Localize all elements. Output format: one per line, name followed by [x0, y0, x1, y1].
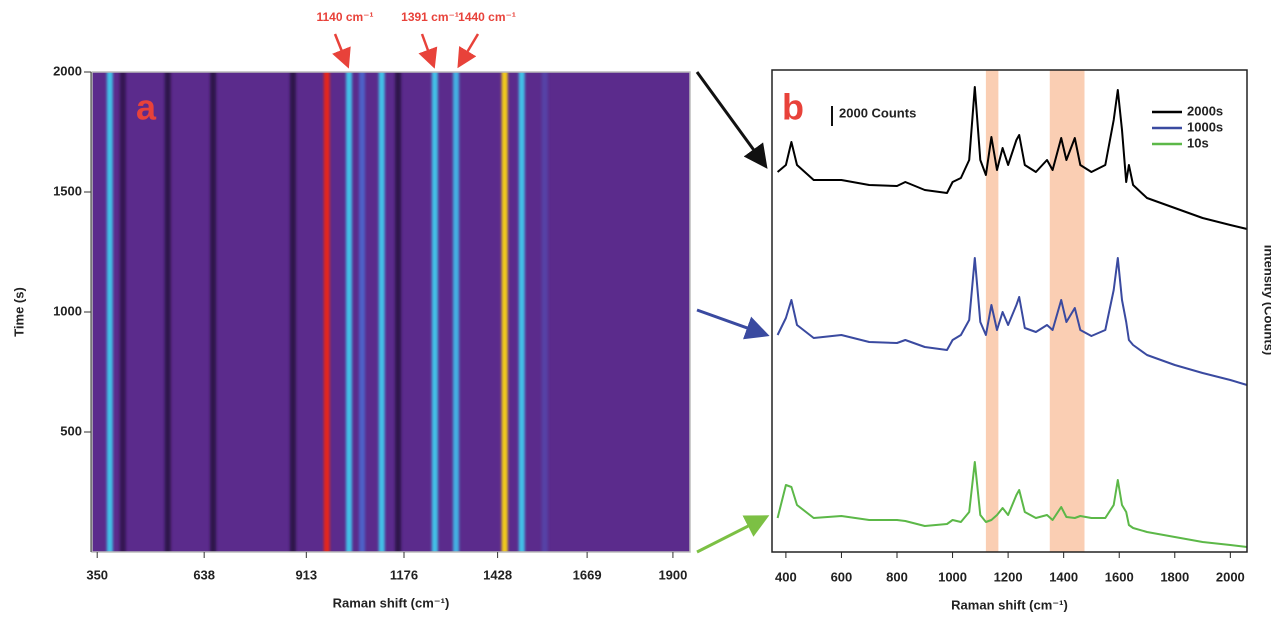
heatmap-band — [289, 72, 296, 552]
x-tick-label: 638 — [193, 567, 215, 582]
heatmap-band — [501, 72, 508, 552]
heatmap-band — [106, 72, 113, 552]
heatmap-band — [346, 72, 353, 552]
peak-annotation: 1440 cm⁻¹ — [458, 10, 516, 24]
plot-frame — [91, 71, 691, 553]
x-tick-label: 1428 — [483, 567, 512, 582]
heatmap-background — [92, 72, 690, 552]
x-tick-label: 400 — [775, 569, 797, 584]
x-tick-label: 913 — [295, 567, 317, 582]
y-tick-label: 1500 — [53, 183, 82, 198]
x-tick-label: 1400 — [1049, 569, 1078, 584]
heatmap-band — [119, 72, 126, 552]
x-tick-label: 1669 — [573, 567, 602, 582]
peak-annotation: 1140 cm⁻¹ — [316, 10, 373, 24]
x-tick-label: 1800 — [1160, 569, 1189, 584]
spectrum-line — [776, 86, 1248, 230]
y-tick-label: 1000 — [53, 303, 82, 318]
legend-label: 1000s — [1187, 119, 1223, 134]
y-axis-label: Time (s) — [11, 287, 26, 337]
x-axis-label: Raman shift (cm⁻¹) — [333, 595, 450, 610]
panel-a: 500 1000 1500 2000 350 638 913 1176 1428 1669 1900… — [11, 10, 691, 610]
heatmap-band — [378, 72, 385, 552]
heatmap-band — [431, 72, 438, 552]
heatmap-band — [323, 72, 330, 552]
panel-label: a — [136, 87, 157, 128]
heatmap-band — [453, 72, 459, 552]
y-axis-label: Intensity (Counts) — [1262, 245, 1271, 356]
peak-annotation: 1391 cm⁻¹ — [401, 10, 459, 24]
x-tick-label: 350 — [86, 567, 108, 582]
y-tick-label: 500 — [60, 423, 82, 438]
annotation-arrow — [418, 33, 438, 69]
connector-arrow — [696, 308, 770, 340]
x-tick-label: 2000 — [1216, 569, 1245, 584]
connector-arrow — [695, 71, 768, 169]
spectrum-line — [776, 461, 1248, 548]
annotation-arrow — [457, 33, 480, 69]
connector-arrow — [696, 515, 770, 554]
heatmap-band — [359, 72, 366, 552]
x-tick-label: 800 — [886, 569, 908, 584]
highlight-band — [1049, 70, 1085, 552]
legend-label: 2000s — [1187, 103, 1223, 118]
annotation-arrow — [332, 33, 351, 69]
heatmap-band — [210, 72, 217, 552]
panel-label: b — [782, 87, 804, 128]
x-tick-label: 1600 — [1105, 569, 1134, 584]
heatmap-band — [541, 72, 548, 552]
legend-label: 10s — [1187, 135, 1209, 150]
plot-frame — [771, 69, 1248, 553]
x-axis-label: Raman shift (cm⁻¹) — [951, 597, 1068, 612]
x-tick-label: 600 — [831, 569, 853, 584]
heatmap-band — [518, 72, 525, 552]
y-tick-label: 2000 — [53, 63, 82, 78]
spectrum-line — [776, 257, 1248, 386]
x-tick-label: 1900 — [658, 567, 687, 582]
x-tick-label: 1176 — [390, 567, 418, 582]
x-tick-label: 1000 — [938, 569, 967, 584]
heatmap-bands — [106, 72, 548, 552]
scale-bar-label: 2000 Counts — [839, 105, 916, 120]
heatmap-band — [395, 72, 402, 552]
x-tick-label: 1200 — [994, 569, 1023, 584]
heatmap-band — [164, 72, 171, 552]
